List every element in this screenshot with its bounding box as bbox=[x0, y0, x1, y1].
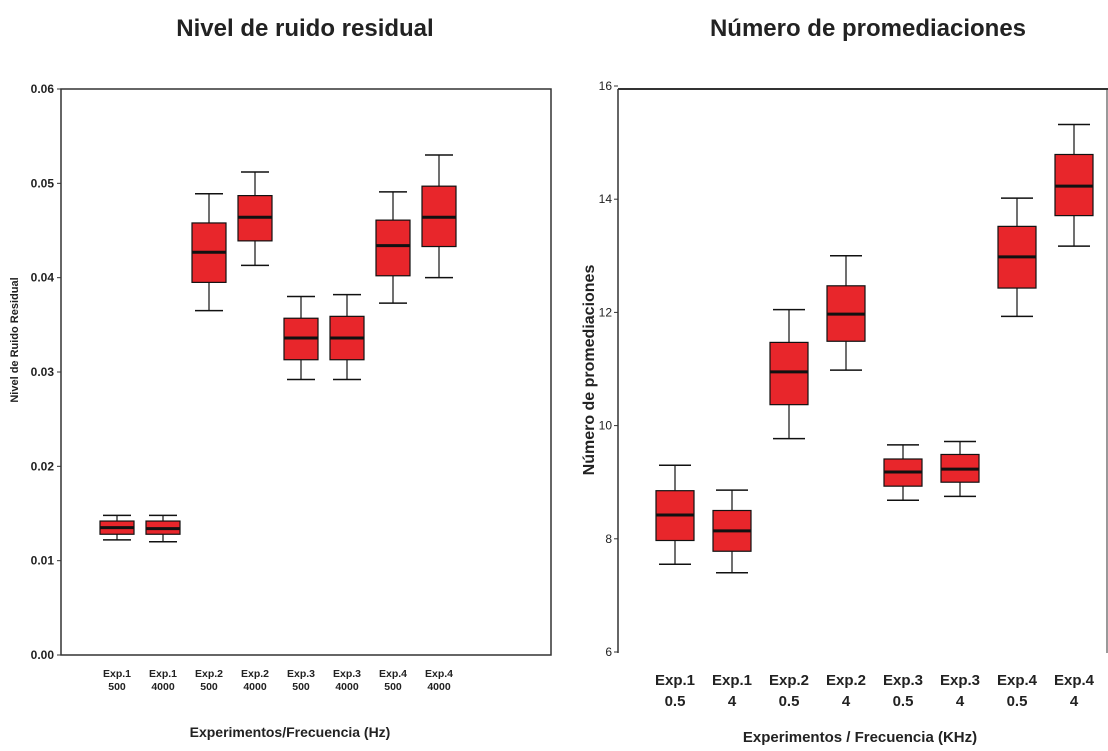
right-category-sublabel: 4 bbox=[842, 693, 851, 710]
right-x-axis-categories: Exp.1 0.5 Exp.1 4 Exp.2 0.5 Exp.2 4 Exp.3 0.5 Exp.… bbox=[655, 672, 1095, 710]
right-category-sublabel: 4 bbox=[956, 693, 965, 710]
right-box-series bbox=[655, 123, 1094, 574]
left-category-sublabel: 500 bbox=[108, 681, 126, 693]
right-box-4 bbox=[826, 255, 866, 371]
left-chart: Nivel de ruido residual 0.00 0.01 0.02 0.03… bbox=[9, 15, 552, 740]
right-category-label: Exp.3 bbox=[883, 672, 923, 689]
right-y-tick-label: 16 bbox=[599, 79, 613, 93]
left-y-tick-label: 0.04 bbox=[31, 271, 55, 285]
left-box-3 bbox=[191, 192, 227, 312]
right-category-label: Exp.3 bbox=[940, 672, 980, 689]
left-x-axis-label: Experimentos/Frecuencia (Hz) bbox=[190, 724, 391, 740]
right-category-label: Exp.4 bbox=[997, 672, 1038, 689]
right-box-5 bbox=[883, 444, 923, 502]
left-box-7 bbox=[375, 191, 411, 304]
left-category-sublabel: 500 bbox=[384, 681, 402, 693]
right-box-8 bbox=[1054, 123, 1094, 247]
left-box-series bbox=[99, 154, 457, 543]
right-chart: Número de promediaciones 6 8 10 12 14 16 Exp.… bbox=[581, 15, 1108, 746]
right-y-tick-label: 6 bbox=[605, 645, 612, 659]
left-category-label: Exp.3 bbox=[333, 668, 361, 680]
left-plot-frame bbox=[60, 88, 552, 656]
right-category-label: Exp.1 bbox=[655, 672, 695, 689]
right-box-7 bbox=[997, 197, 1037, 318]
left-box-5 bbox=[283, 295, 319, 381]
right-y-axis-ticks: 6 8 10 12 14 16 bbox=[599, 79, 618, 659]
left-y-axis-ticks: 0.00 0.01 0.02 0.03 0.04 0.05 0.06 bbox=[31, 82, 61, 662]
right-category-sublabel: 0.5 bbox=[893, 693, 914, 710]
left-y-tick-label: 0.01 bbox=[31, 554, 55, 568]
right-box-2 bbox=[712, 489, 752, 574]
left-box-6 bbox=[329, 293, 365, 381]
left-category-label: Exp.1 bbox=[103, 668, 131, 680]
right-category-sublabel: 4 bbox=[1070, 693, 1079, 710]
right-y-axis-label: Número de promediaciones bbox=[581, 265, 598, 476]
left-chart-title: Nivel de ruido residual bbox=[176, 15, 433, 42]
right-box-body bbox=[769, 341, 809, 406]
left-box-8 bbox=[421, 154, 457, 279]
left-y-tick-label: 0.00 bbox=[31, 648, 55, 662]
left-box-4 bbox=[237, 171, 273, 267]
left-category-label: Exp.2 bbox=[241, 668, 269, 680]
left-category-label: Exp.4 bbox=[379, 668, 407, 680]
right-category-sublabel: 0.5 bbox=[1007, 693, 1028, 710]
left-category-label: Exp.2 bbox=[195, 668, 223, 680]
left-category-sublabel: 500 bbox=[292, 681, 310, 693]
left-x-axis-categories: Exp.1500Exp.14000Exp.2500Exp.24000Exp.35… bbox=[103, 668, 453, 693]
right-category-sublabel: 4 bbox=[728, 693, 737, 710]
right-category-sublabel: 0.5 bbox=[665, 693, 686, 710]
left-category-label: Exp.1 bbox=[149, 668, 177, 680]
left-box-body bbox=[375, 219, 411, 277]
left-box-2 bbox=[145, 514, 181, 543]
left-y-tick-label: 0.03 bbox=[31, 365, 55, 379]
right-chart-title: Número de promediaciones bbox=[710, 15, 1026, 42]
left-box-1 bbox=[99, 514, 135, 541]
right-category-sublabel: 0.5 bbox=[779, 693, 800, 710]
right-box-1 bbox=[655, 464, 695, 566]
left-category-sublabel: 4000 bbox=[151, 681, 175, 693]
right-y-tick-label: 12 bbox=[599, 305, 613, 319]
left-category-sublabel: 500 bbox=[200, 681, 218, 693]
left-category-sublabel: 4000 bbox=[427, 681, 451, 693]
left-y-tick-label: 0.06 bbox=[31, 82, 55, 96]
right-y-tick-label: 10 bbox=[599, 419, 613, 433]
left-y-tick-label: 0.02 bbox=[31, 459, 55, 473]
left-category-label: Exp.3 bbox=[287, 668, 315, 680]
right-category-label: Exp.2 bbox=[769, 672, 809, 689]
right-category-label: Exp.2 bbox=[826, 672, 866, 689]
right-y-tick-label: 8 bbox=[605, 532, 612, 546]
right-y-tick-label: 14 bbox=[599, 192, 613, 206]
right-x-axis-label: Experimentos / Frecuencia (KHz) bbox=[743, 729, 977, 746]
left-y-axis-label: Nivel de Ruido Residual bbox=[9, 277, 21, 402]
left-y-tick-label: 0.05 bbox=[31, 176, 55, 190]
right-category-label: Exp.1 bbox=[712, 672, 752, 689]
right-category-label: Exp.4 bbox=[1054, 672, 1095, 689]
right-box-3 bbox=[769, 308, 809, 440]
left-category-sublabel: 4000 bbox=[335, 681, 359, 693]
left-category-sublabel: 4000 bbox=[243, 681, 267, 693]
right-box-6 bbox=[940, 440, 980, 498]
left-category-label: Exp.4 bbox=[425, 668, 453, 680]
